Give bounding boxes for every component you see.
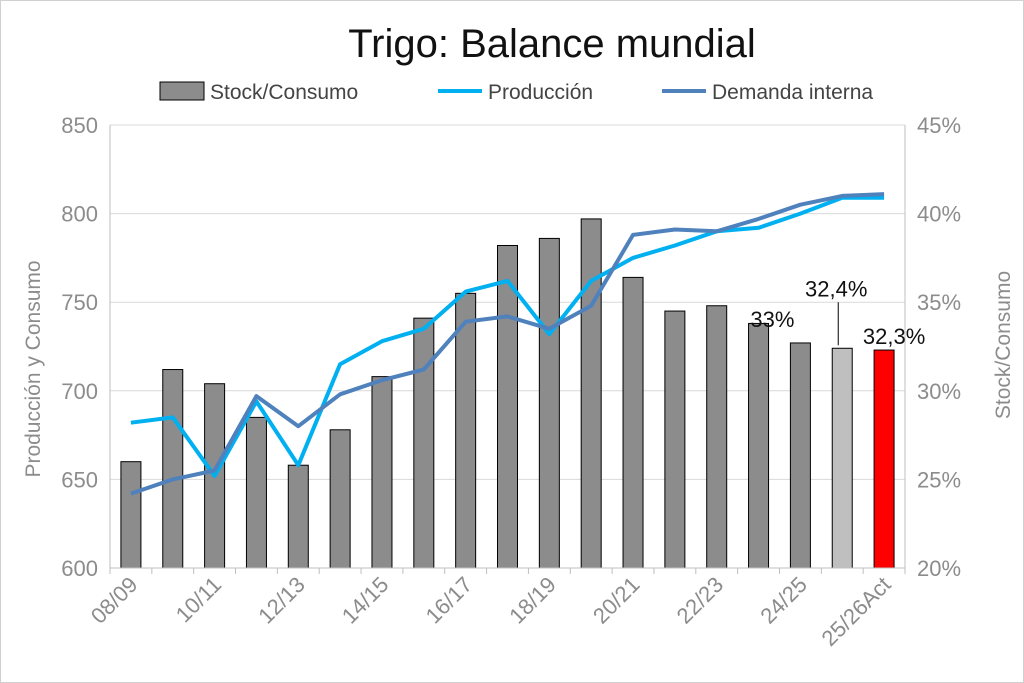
- annotation-label: 32,4%: [805, 276, 867, 301]
- chart-title: Trigo: Balance mundial: [348, 22, 756, 66]
- bar-stock: [455, 292, 477, 569]
- y2-tick-label: 20%: [917, 556, 961, 581]
- legend: Stock/Consumo Producción Demanda interna: [159, 81, 873, 104]
- bar-stock: [329, 429, 351, 569]
- bar-stock: [245, 416, 267, 569]
- bar-series-stock: [120, 218, 895, 569]
- y-tick-label: 800: [61, 202, 98, 227]
- y-tick-label: 850: [61, 113, 98, 138]
- annotations: 33% 32,4% 32,3%: [750, 276, 925, 349]
- bar-stock: [748, 322, 770, 569]
- bar-stock: [538, 237, 560, 569]
- legend-label-produccion: Producción: [488, 81, 593, 104]
- line-produccion: [130, 195, 885, 478]
- x-tick-label: 20/21: [588, 572, 645, 629]
- bar-stock: [413, 317, 435, 569]
- bar-stock: [706, 305, 728, 569]
- y2-tick-label: 35%: [917, 290, 961, 315]
- y2-axis-title: Stock/Consumo: [992, 271, 1015, 419]
- bar-stock: [497, 244, 518, 569]
- line-series: [130, 192, 885, 496]
- y2-tick-label: 40%: [917, 202, 961, 227]
- line-demanda-interna: [130, 192, 885, 496]
- y2-tick-label: 45%: [917, 113, 961, 138]
- bar-stock: [287, 464, 309, 569]
- y-tick-label: 600: [61, 556, 98, 581]
- x-tick-label: 14/15: [337, 572, 394, 629]
- x-tick-label: 18/19: [504, 572, 561, 629]
- x-tick-label: 12/13: [253, 572, 310, 629]
- y-tick-label: 700: [61, 379, 98, 404]
- bar-stock: [831, 347, 853, 569]
- annotation-label: 33%: [750, 307, 794, 332]
- x-tick-label: 24/25: [755, 572, 812, 629]
- y-tick-label: 650: [61, 467, 98, 492]
- y2-tick-label: 30%: [917, 379, 961, 404]
- x-tick-label: 16/17: [421, 572, 478, 629]
- x-tick-label: 10/11: [171, 572, 226, 627]
- bar-stock: [580, 218, 602, 569]
- legend-swatch-stock: [159, 81, 205, 101]
- bar-stock: [873, 349, 895, 569]
- y2-tick-label: 25%: [917, 467, 961, 492]
- y-axis-title: Producción y Consumo: [22, 260, 45, 477]
- annotation-label: 32,3%: [863, 324, 925, 349]
- bar-stock: [622, 276, 644, 569]
- x-tick-label: 22/23: [672, 572, 729, 629]
- legend-label-stock: Stock/Consumo: [210, 81, 358, 104]
- legend-label-demanda: Demanda interna: [712, 81, 873, 104]
- bar-stock: [371, 376, 393, 569]
- y-tick-label: 750: [61, 290, 98, 315]
- bar-stock: [664, 310, 686, 569]
- bar-stock: [120, 461, 142, 569]
- x-tick-label: 25/26Act: [817, 572, 896, 651]
- bar-stock: [162, 369, 184, 569]
- bar-stock: [789, 342, 811, 569]
- axes: [109, 125, 906, 574]
